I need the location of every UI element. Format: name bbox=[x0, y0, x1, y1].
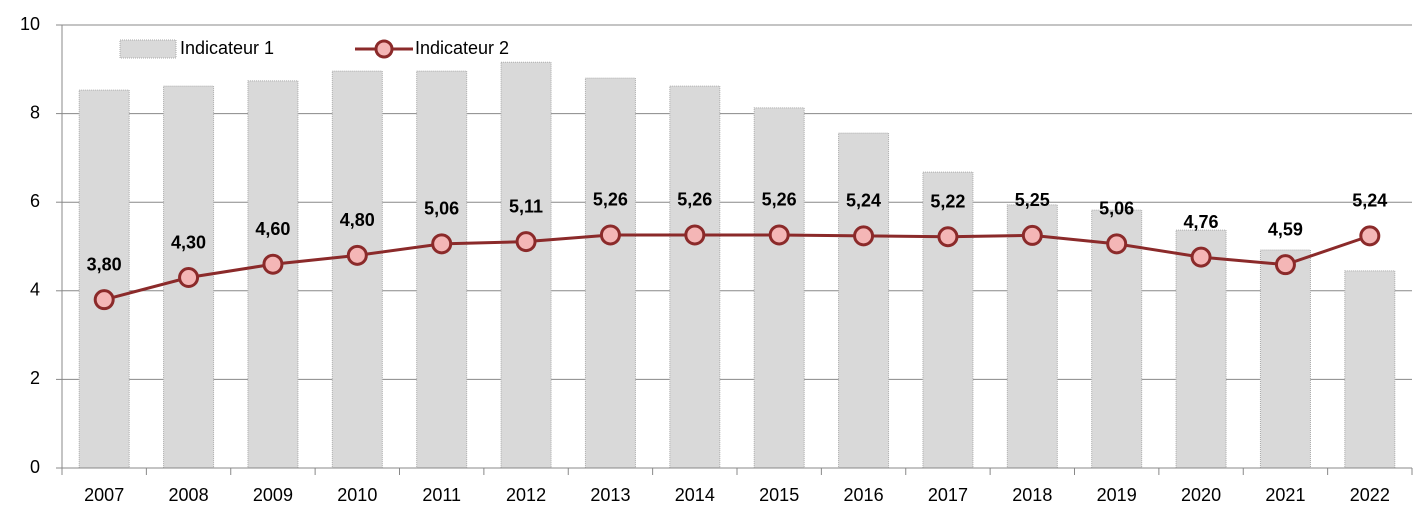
bar bbox=[1259, 249, 1311, 469]
data-label: 4,59 bbox=[1268, 219, 1303, 239]
bar bbox=[1175, 229, 1227, 469]
marker bbox=[768, 224, 790, 246]
marker bbox=[93, 289, 115, 311]
bar bbox=[584, 77, 636, 469]
data-label: 5,24 bbox=[846, 191, 881, 211]
data-label: 3,80 bbox=[87, 254, 122, 274]
legend-label: Indicateur 1 bbox=[180, 38, 274, 58]
y-tick-label: 10 bbox=[20, 14, 40, 34]
bar bbox=[669, 85, 721, 469]
marker bbox=[1190, 246, 1212, 268]
bar bbox=[1006, 204, 1058, 469]
x-tick-label: 2022 bbox=[1350, 485, 1390, 505]
bar bbox=[331, 70, 383, 469]
y-tick-label: 2 bbox=[30, 368, 40, 388]
data-label: 5,22 bbox=[930, 192, 965, 212]
y-tick-label: 8 bbox=[30, 102, 40, 122]
x-tick-label: 2013 bbox=[590, 485, 630, 505]
legend-swatch bbox=[119, 39, 177, 59]
marker bbox=[515, 231, 537, 253]
bar bbox=[500, 61, 552, 469]
x-tick-label: 2018 bbox=[1012, 485, 1052, 505]
marker bbox=[262, 253, 284, 275]
marker bbox=[346, 244, 368, 266]
bar bbox=[753, 107, 805, 469]
data-label: 4,60 bbox=[255, 219, 290, 239]
bar bbox=[416, 70, 468, 469]
y-tick-label: 0 bbox=[30, 457, 40, 477]
data-label: 5,26 bbox=[677, 190, 712, 210]
marker bbox=[1274, 254, 1296, 276]
x-tick-label: 2019 bbox=[1097, 485, 1137, 505]
legend-swatch bbox=[374, 39, 394, 59]
marker bbox=[178, 267, 200, 289]
x-tick-label: 2009 bbox=[253, 485, 293, 505]
x-tick-label: 2021 bbox=[1265, 485, 1305, 505]
legend-label: Indicateur 2 bbox=[415, 38, 509, 58]
data-label: 5,06 bbox=[1099, 199, 1134, 219]
data-label: 4,30 bbox=[171, 232, 206, 252]
line bbox=[103, 233, 1371, 302]
y-tick-label: 4 bbox=[30, 280, 40, 300]
marker bbox=[1106, 233, 1128, 255]
y-tick-label: 6 bbox=[30, 191, 40, 211]
x-tick-label: 2016 bbox=[844, 485, 884, 505]
x-tick-label: 2010 bbox=[337, 485, 377, 505]
marker bbox=[1021, 224, 1043, 246]
marker bbox=[937, 226, 959, 248]
bar bbox=[1344, 270, 1396, 469]
data-label: 5,06 bbox=[424, 199, 459, 219]
data-label: 5,26 bbox=[762, 190, 797, 210]
data-label: 5,25 bbox=[1015, 190, 1050, 210]
x-tick-label: 2008 bbox=[169, 485, 209, 505]
x-tick-label: 2011 bbox=[422, 485, 461, 505]
data-label: 4,76 bbox=[1184, 212, 1219, 232]
marker bbox=[684, 224, 706, 246]
marker bbox=[853, 225, 875, 247]
data-label: 4,80 bbox=[340, 210, 375, 230]
bar bbox=[838, 132, 890, 469]
data-label: 5,11 bbox=[509, 196, 543, 216]
x-tick-label: 2012 bbox=[506, 485, 546, 505]
x-tick-label: 2015 bbox=[759, 485, 799, 505]
x-tick-label: 2017 bbox=[928, 485, 968, 505]
marker bbox=[1359, 225, 1381, 247]
x-tick-label: 2014 bbox=[675, 485, 715, 505]
marker bbox=[431, 233, 453, 255]
data-label: 5,24 bbox=[1352, 191, 1387, 211]
data-label: 5,26 bbox=[593, 190, 628, 210]
marker bbox=[599, 224, 621, 246]
bar bbox=[78, 89, 130, 469]
x-tick-label: 2020 bbox=[1181, 485, 1221, 505]
bar bbox=[922, 171, 974, 469]
x-tick-label: 2007 bbox=[84, 485, 124, 505]
